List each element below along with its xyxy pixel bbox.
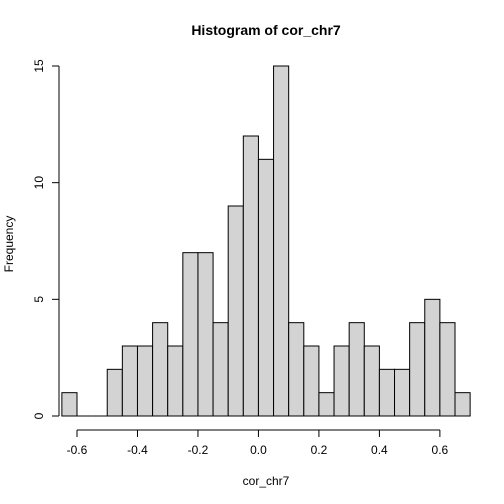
histogram-bar	[439, 322, 456, 417]
x-tick-label: 0.0	[250, 443, 267, 457]
x-tick-label: -0.4	[127, 443, 148, 457]
bars-group	[61, 65, 471, 417]
histogram-bar	[394, 368, 411, 417]
y-tick-label: 0	[32, 412, 46, 419]
histogram-bar	[273, 65, 290, 417]
chart-title: Histogram of cor_chr7	[191, 22, 341, 38]
histogram-bar	[409, 322, 426, 417]
x-axis-label: cor_chr7	[243, 474, 290, 488]
histogram-bar	[318, 392, 335, 417]
histogram-bar	[121, 345, 138, 417]
histogram-bar	[61, 392, 78, 417]
histogram-bar	[378, 368, 396, 417]
histogram-bar	[152, 322, 169, 417]
y-tick-label: 10	[32, 176, 46, 190]
y-tick-label: 5	[32, 296, 46, 303]
histogram-bar	[257, 158, 275, 417]
x-tick-label: -0.6	[67, 443, 88, 457]
x-tick-label: 0.4	[371, 443, 388, 457]
y-axis-label: Frequency	[2, 216, 16, 273]
histogram-bar	[167, 345, 184, 417]
histogram-bar	[227, 205, 244, 417]
histogram-bar	[212, 322, 229, 417]
histogram-bar	[348, 322, 365, 417]
y-axis-ticks: 0 5 10 15	[32, 59, 59, 419]
histogram-bar	[288, 322, 305, 417]
histogram-bar	[333, 345, 350, 417]
x-tick-label: -0.2	[188, 443, 209, 457]
x-tick-label: 0.2	[311, 443, 328, 457]
histogram-bar	[136, 345, 154, 417]
histogram-bar	[424, 298, 441, 417]
histogram-bar	[303, 345, 320, 417]
y-tick-label: 15	[32, 59, 46, 73]
histogram-bar	[242, 135, 259, 417]
x-tick-label: 0.6	[432, 443, 449, 457]
x-axis-ticks: -0.6 -0.4 -0.2 0.0 0.2 0.4 0.6	[67, 430, 449, 457]
histogram-bar	[182, 252, 199, 417]
histogram-bar	[106, 368, 123, 417]
histogram-bar	[454, 392, 471, 417]
histogram-bar	[197, 252, 214, 417]
histogram-bar	[363, 345, 380, 417]
